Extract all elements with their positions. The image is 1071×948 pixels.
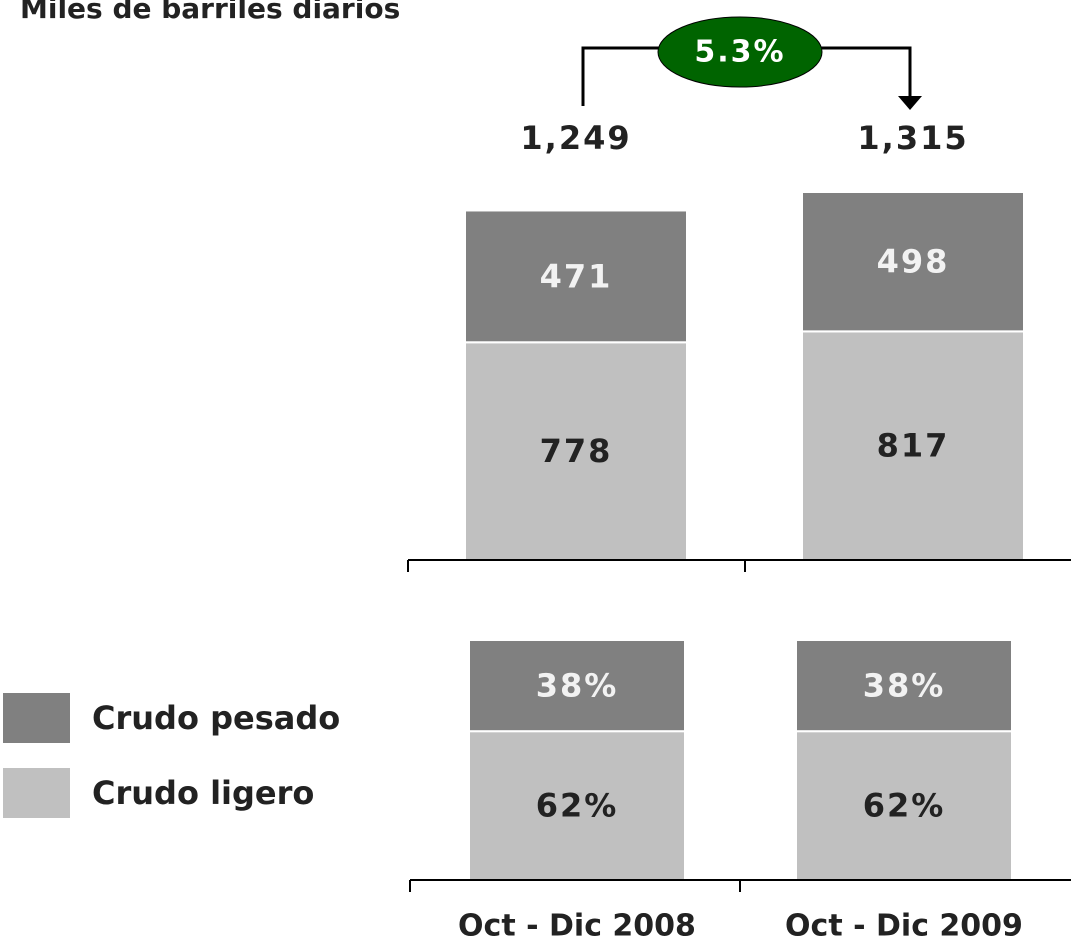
bar-segment (468, 639, 686, 733)
bar-segment (795, 639, 1013, 733)
growth-arrow (898, 96, 922, 110)
bar-segment (795, 730, 1013, 882)
x-tick-label: Oct - Dic 2009 (785, 909, 1023, 944)
value-label: 62% (536, 787, 619, 825)
value-label: 817 (877, 427, 950, 465)
bar-segment (464, 209, 688, 344)
value-label: 498 (877, 243, 950, 281)
legend-label: Crudo pesado (92, 699, 340, 737)
total-label: 1,249 (520, 119, 631, 157)
value-label: 62% (863, 787, 946, 825)
value-label: 38% (863, 667, 946, 705)
growth-label: 5.3% (694, 35, 785, 70)
value-label: 38% (536, 667, 619, 705)
bar-segment (801, 191, 1025, 333)
chart-title: Miles de barriles diarios (20, 0, 400, 25)
legend-swatch (3, 693, 70, 743)
legend-label: Crudo ligero (92, 774, 314, 812)
value-label: 471 (540, 257, 613, 295)
bar-segment (468, 730, 686, 882)
total-label: 1,315 (857, 119, 968, 157)
legend-swatch (3, 768, 70, 818)
x-tick-label: Oct - Dic 2008 (458, 909, 696, 944)
value-label: 778 (540, 432, 613, 470)
growth-badge (657, 16, 823, 88)
